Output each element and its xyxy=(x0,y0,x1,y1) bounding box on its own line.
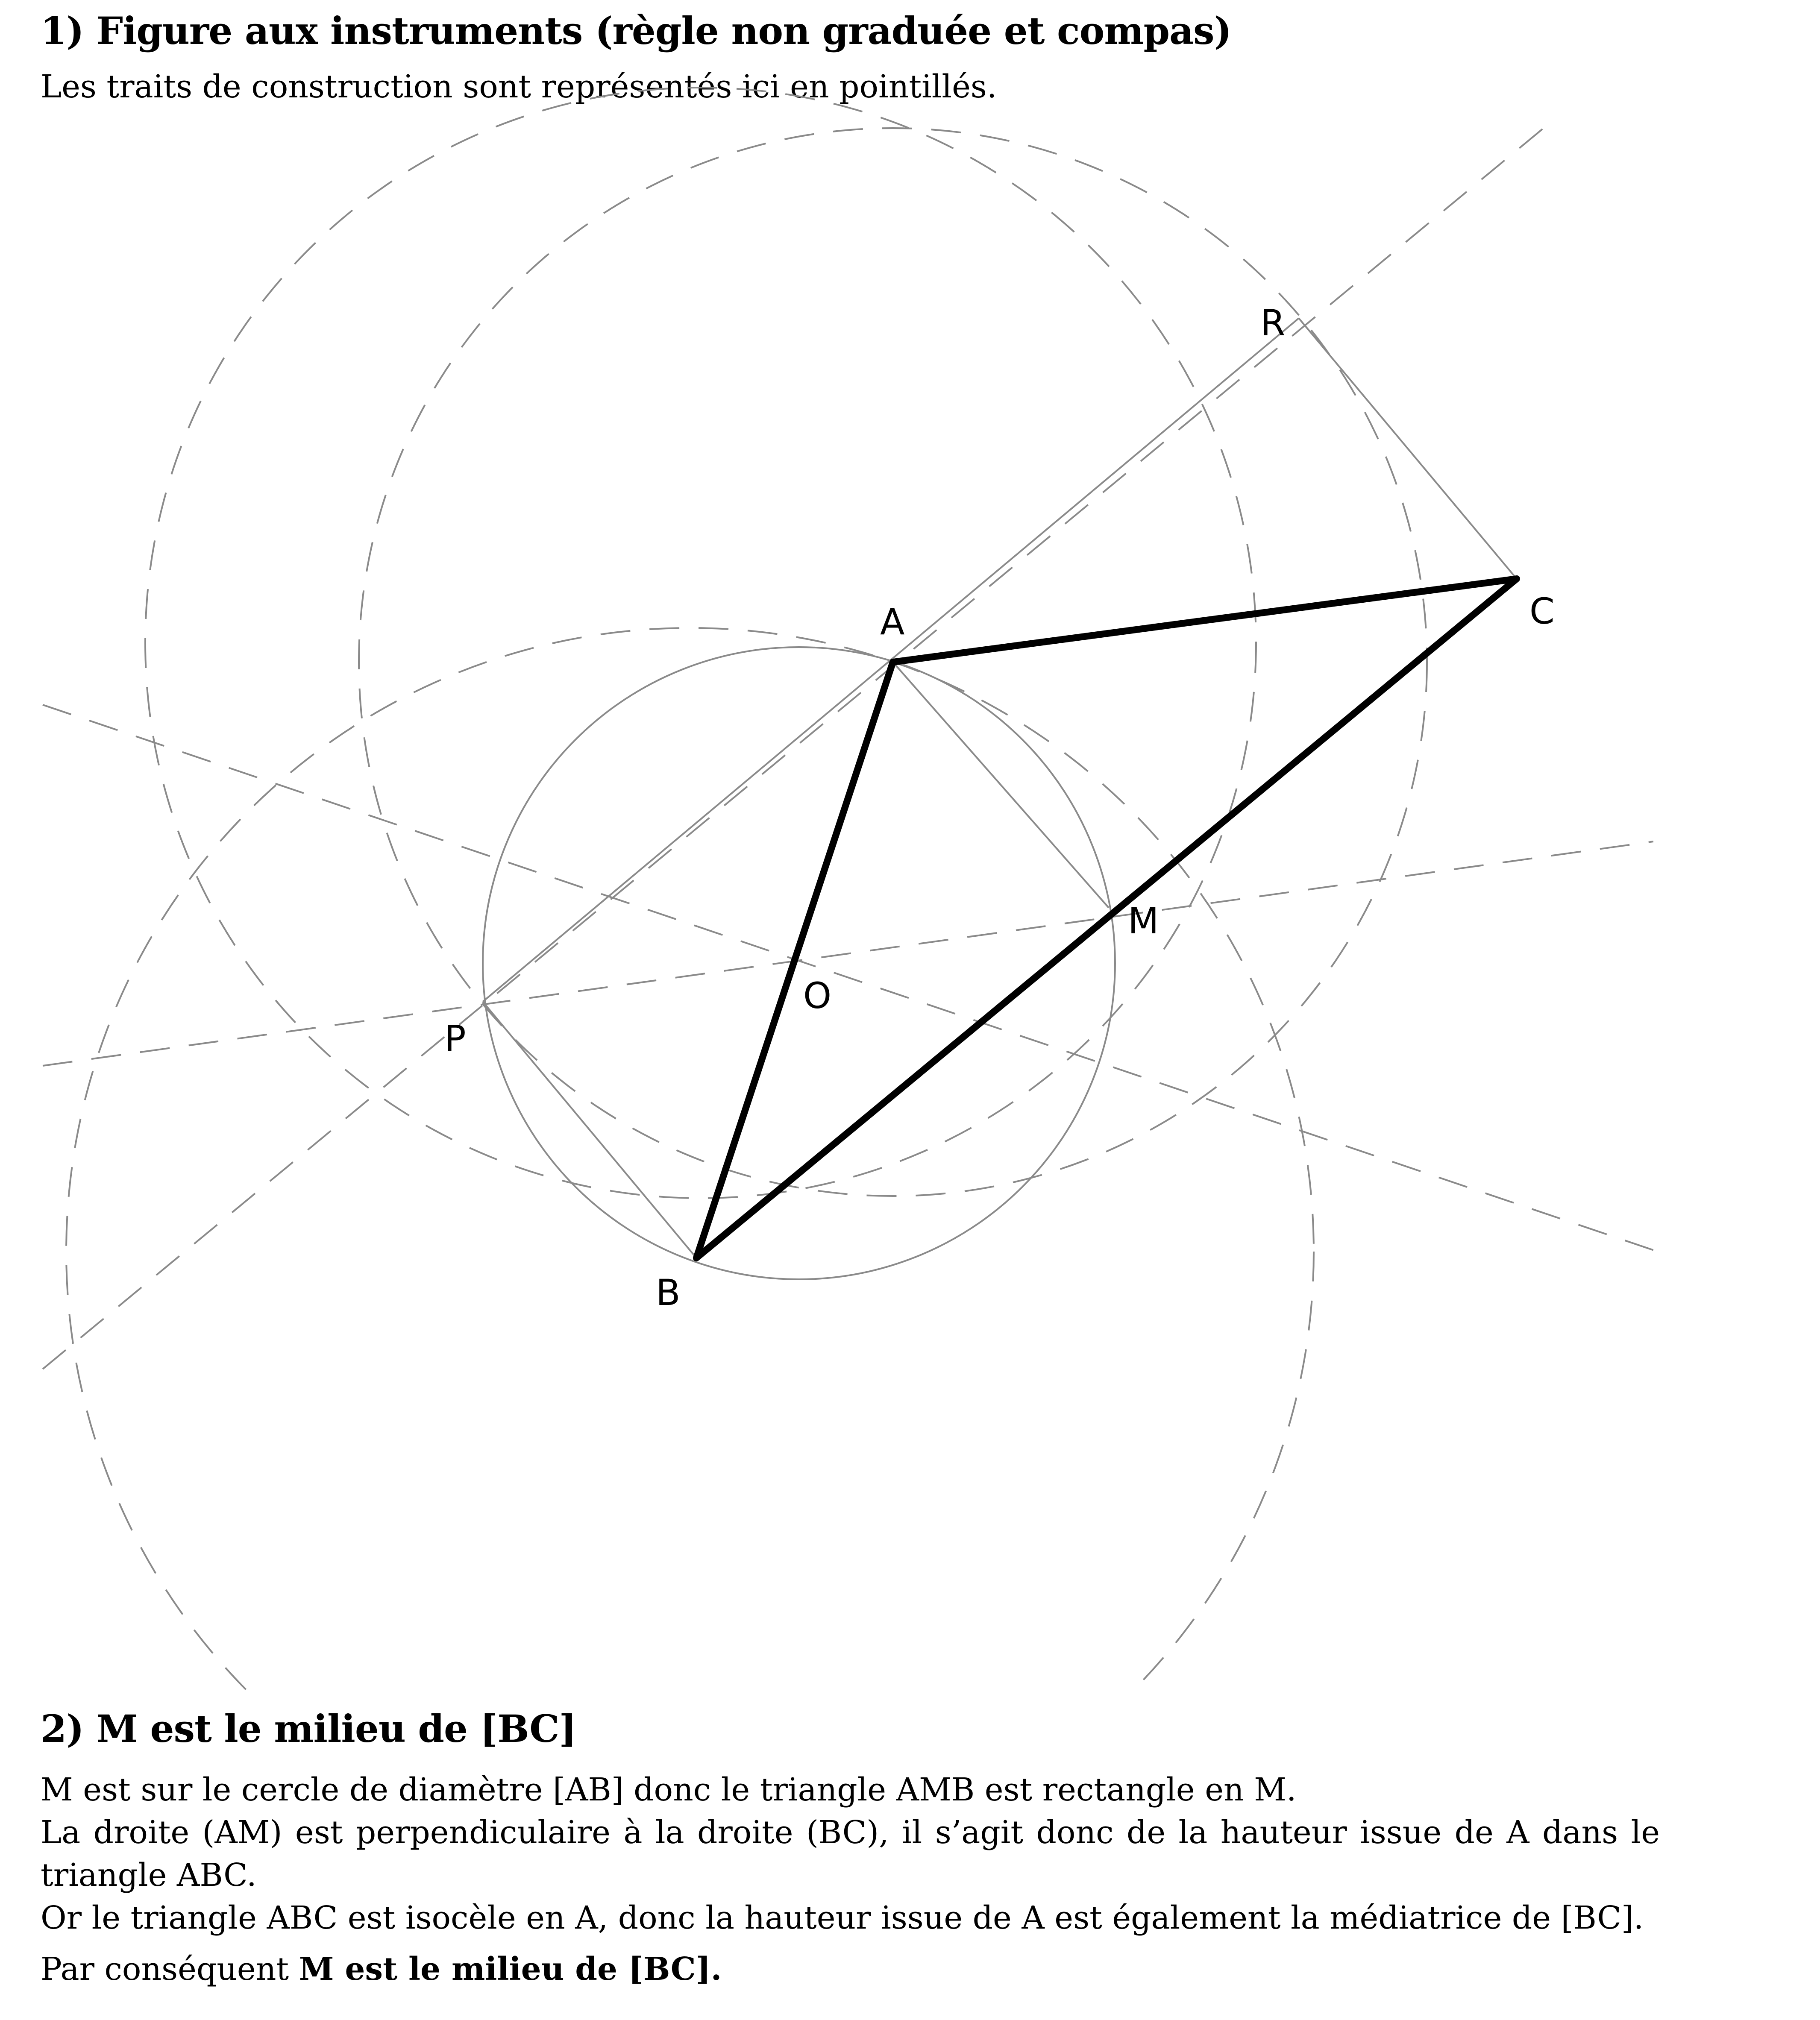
conclusion: Par conséquent M est le milieu de [BC]. xyxy=(41,1948,1660,1991)
point-label-p: P xyxy=(444,1017,466,1059)
section-1-title: 1) Figure aux instruments (règle non gra… xyxy=(41,9,1232,53)
segment-a-m xyxy=(892,661,1110,909)
point-label-m: M xyxy=(1128,900,1159,942)
point-label-c: C xyxy=(1529,590,1555,632)
construction-line-bisector-1 xyxy=(42,704,1658,1252)
construction-line-bisector-2 xyxy=(42,841,1654,1067)
point-label-o: O xyxy=(803,975,831,1017)
circle-diameter-ab xyxy=(482,646,1116,1280)
construction-circle-centre-b xyxy=(65,627,1315,1692)
construction-line-pr xyxy=(42,123,1550,1370)
section-2-title: 2) M est le milieu de [BC] xyxy=(41,1706,577,1751)
construction-circle-centre-a xyxy=(358,127,1428,1197)
conclusion-prefix: Par conséquent xyxy=(41,1951,299,1988)
paragraph-line-1: M est sur le cercle de diamètre [AB] don… xyxy=(41,1771,1297,1808)
section-1-subtitle: Les traits de construction sont représen… xyxy=(41,68,997,105)
point-label-a: A xyxy=(880,601,904,643)
geometry-figure: A B C M O P R xyxy=(42,87,1658,1692)
conclusion-bold: M est le milieu de [BC]. xyxy=(299,1951,722,1988)
paragraph-line-3: Or le triangle ABC est isocèle en A, don… xyxy=(41,1900,1644,1936)
paragraph-line-2: La droite (AM) est perpendiculaire à la … xyxy=(41,1814,1660,1894)
construction-circle-centre-o xyxy=(144,87,1257,1199)
segment-r-c xyxy=(1298,317,1518,580)
point-label-b: B xyxy=(656,1272,681,1313)
point-label-r: R xyxy=(1260,302,1285,344)
segment-p-b xyxy=(482,1001,697,1259)
triangle-abc xyxy=(693,575,1520,1261)
